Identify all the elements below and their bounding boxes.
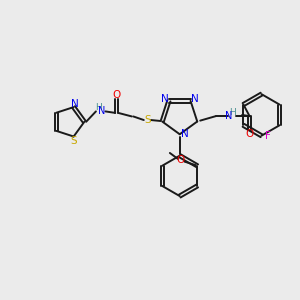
Text: N: N xyxy=(181,129,188,139)
Text: F: F xyxy=(265,131,271,141)
Text: O: O xyxy=(245,129,254,139)
Text: S: S xyxy=(70,136,77,146)
Text: N: N xyxy=(225,111,233,121)
Text: H: H xyxy=(95,103,102,112)
Text: N: N xyxy=(71,98,79,109)
Text: N: N xyxy=(98,106,105,116)
Text: S: S xyxy=(144,115,151,125)
Text: H: H xyxy=(230,108,236,117)
Text: O: O xyxy=(112,90,121,100)
Text: N: N xyxy=(161,94,169,103)
Text: O: O xyxy=(177,155,185,165)
Text: N: N xyxy=(190,94,198,103)
